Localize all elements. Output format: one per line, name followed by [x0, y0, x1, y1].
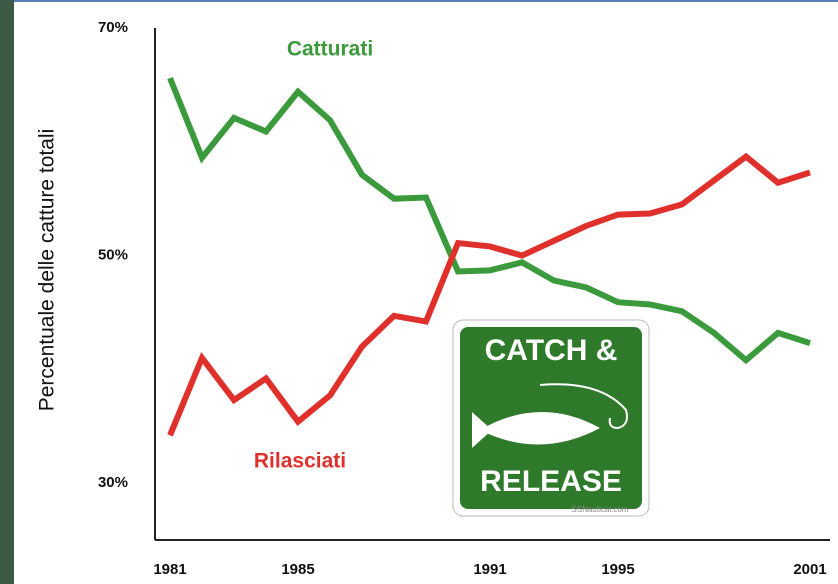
background — [0, 0, 838, 584]
x-tick-label: 1985 — [281, 561, 314, 578]
x-tick-label: 1981 — [153, 561, 186, 578]
x-tick-label: 2001 — [793, 561, 826, 578]
x-tick-label: 1991 — [473, 561, 506, 578]
y-axis-label: Percentuale delle catture totali — [36, 129, 59, 412]
sign-line2: RELEASE — [480, 465, 622, 498]
series-label: Catturati — [287, 38, 373, 61]
series-label: Rilasciati — [254, 450, 346, 473]
sign: CATCH & RELEASE SSNautical.com — [453, 320, 649, 516]
y-tick-label: 50% — [98, 247, 128, 264]
x-tick-label: 1995 — [601, 561, 634, 578]
y-tick-label: 30% — [98, 474, 128, 491]
chart: Percentuale delle catture totali 30% 50% 7… — [0, 0, 838, 584]
sign-credit: SSNautical.com — [572, 505, 629, 514]
left-photo-strip — [0, 0, 14, 584]
y-tick-label: 70% — [98, 19, 128, 36]
sign-line1: CATCH & — [485, 334, 618, 367]
